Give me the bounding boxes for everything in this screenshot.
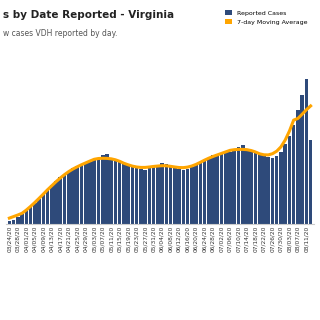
Bar xyxy=(164,164,168,224)
Bar xyxy=(29,207,32,224)
Bar xyxy=(139,169,143,224)
Bar xyxy=(224,152,228,224)
Bar xyxy=(305,79,308,224)
Bar xyxy=(126,164,130,224)
Bar xyxy=(101,156,105,224)
Bar xyxy=(284,144,287,224)
Bar xyxy=(20,214,24,224)
Bar xyxy=(122,163,126,224)
Bar xyxy=(80,164,83,224)
Bar xyxy=(71,168,75,224)
Bar xyxy=(241,145,244,224)
Bar xyxy=(59,177,62,224)
Bar xyxy=(114,161,117,224)
Bar xyxy=(12,220,15,224)
Bar xyxy=(309,140,312,224)
Bar xyxy=(156,164,160,224)
Bar xyxy=(37,199,41,224)
Text: s by Date Reported - Virginia: s by Date Reported - Virginia xyxy=(3,10,174,20)
Bar xyxy=(186,169,189,224)
Bar xyxy=(249,151,253,224)
Bar xyxy=(143,170,147,224)
Bar xyxy=(296,110,300,224)
Bar xyxy=(76,166,79,224)
Bar xyxy=(63,174,66,224)
Bar xyxy=(228,152,232,224)
Bar xyxy=(148,168,151,224)
Bar xyxy=(131,166,134,224)
Bar xyxy=(84,162,88,224)
Bar xyxy=(160,163,164,224)
Bar xyxy=(207,158,211,224)
Bar xyxy=(211,156,215,224)
Bar xyxy=(173,168,177,224)
Bar xyxy=(92,160,96,224)
Bar xyxy=(275,156,278,224)
Bar xyxy=(245,149,249,224)
Bar xyxy=(67,171,71,224)
Bar xyxy=(220,153,223,224)
Bar xyxy=(266,157,270,224)
Bar xyxy=(46,190,49,224)
Text: w cases VDH reported by day.: w cases VDH reported by day. xyxy=(3,29,117,38)
Bar xyxy=(50,185,54,224)
Bar xyxy=(190,167,194,224)
Bar xyxy=(232,149,236,224)
Bar xyxy=(25,210,28,224)
Bar xyxy=(54,180,58,224)
Bar xyxy=(288,136,291,224)
Bar xyxy=(33,203,36,224)
Bar xyxy=(194,164,198,224)
Bar xyxy=(42,194,45,224)
Bar xyxy=(262,156,266,224)
Bar xyxy=(105,154,109,224)
Bar xyxy=(203,160,206,224)
Bar xyxy=(177,169,181,224)
Bar xyxy=(97,158,100,224)
Bar xyxy=(181,170,185,224)
Bar xyxy=(135,168,139,224)
Bar xyxy=(271,158,274,224)
Bar xyxy=(109,158,113,224)
Bar xyxy=(16,217,20,224)
Bar xyxy=(215,154,219,224)
Bar xyxy=(292,125,295,224)
Bar xyxy=(88,162,92,224)
Bar xyxy=(300,94,304,224)
Bar xyxy=(169,166,172,224)
Bar xyxy=(258,154,261,224)
Bar xyxy=(237,147,240,224)
Legend: Reported Cases, 7-day Moving Average: Reported Cases, 7-day Moving Average xyxy=(222,7,310,27)
Bar xyxy=(152,166,156,224)
Bar xyxy=(118,162,122,224)
Bar xyxy=(279,152,283,224)
Bar xyxy=(8,221,11,224)
Bar xyxy=(198,162,202,224)
Bar xyxy=(254,152,257,224)
